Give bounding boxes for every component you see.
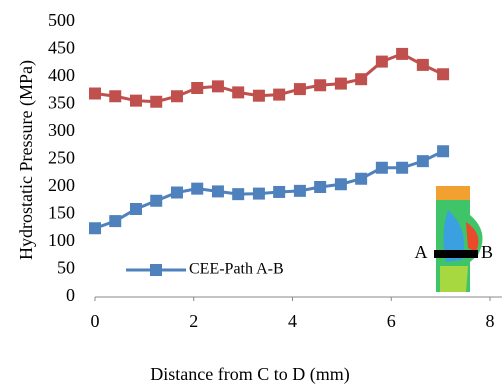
- marker: [212, 80, 224, 92]
- marker: [396, 162, 408, 174]
- marker: [417, 155, 429, 167]
- marker: [437, 68, 449, 80]
- marker: [253, 188, 265, 200]
- marker: [232, 86, 244, 98]
- marker: [150, 96, 162, 108]
- x-tick-label: 2: [189, 311, 198, 331]
- marker: [253, 90, 265, 102]
- marker: [355, 73, 367, 85]
- y-axis-label: Hydrostatic Pressure (MPa): [16, 60, 37, 260]
- marker: [273, 89, 285, 101]
- marker: [335, 78, 347, 90]
- marker: [314, 181, 326, 193]
- y-tick-label: 250: [48, 148, 75, 168]
- marker: [396, 48, 408, 60]
- marker: [355, 173, 367, 185]
- y-tick-label: 50: [57, 258, 75, 278]
- x-axis-label: Distance from C to D (mm): [150, 364, 349, 385]
- marker: [314, 79, 326, 91]
- marker: [109, 90, 121, 102]
- marker: [294, 185, 306, 197]
- marker: [171, 90, 183, 102]
- y-tick-label: 100: [48, 230, 75, 250]
- marker: [109, 215, 121, 227]
- inset-image: [434, 186, 483, 292]
- marker: [150, 195, 162, 207]
- y-tick-label: 300: [48, 120, 75, 140]
- y-tick-label: 200: [48, 175, 75, 195]
- marker: [89, 88, 101, 100]
- x-tick-label: 6: [387, 311, 396, 331]
- annotation: B: [481, 242, 493, 262]
- marker: [130, 203, 142, 215]
- legend-marker: [150, 264, 162, 276]
- marker: [89, 222, 101, 234]
- marker: [294, 83, 306, 95]
- marker: [191, 183, 203, 195]
- series-line: [95, 151, 443, 228]
- marker: [232, 188, 244, 200]
- x-tick-label: 4: [288, 311, 297, 331]
- marker: [171, 187, 183, 199]
- y-tick-label: 0: [66, 285, 75, 305]
- marker: [191, 82, 203, 94]
- marker: [212, 185, 224, 197]
- y-tick-label: 350: [48, 93, 75, 113]
- legend-label: CEE-Path A-B: [189, 261, 284, 278]
- marker: [130, 95, 142, 107]
- y-tick-label: 450: [48, 38, 75, 58]
- marker: [437, 145, 449, 157]
- x-tick-label: 0: [91, 311, 100, 331]
- marker: [335, 178, 347, 190]
- marker: [273, 186, 285, 198]
- series-line: [95, 54, 443, 102]
- marker: [417, 59, 429, 71]
- marker: [376, 162, 388, 174]
- y-tick-label: 500: [48, 10, 75, 30]
- chart: Distance from C to D (mm) Hydrostatic Pr…: [0, 0, 502, 388]
- y-tick-label: 400: [48, 65, 75, 85]
- annotation: A: [415, 242, 428, 262]
- marker: [376, 56, 388, 68]
- y-tick-label: 150: [48, 203, 75, 223]
- x-tick-label: 8: [486, 311, 495, 331]
